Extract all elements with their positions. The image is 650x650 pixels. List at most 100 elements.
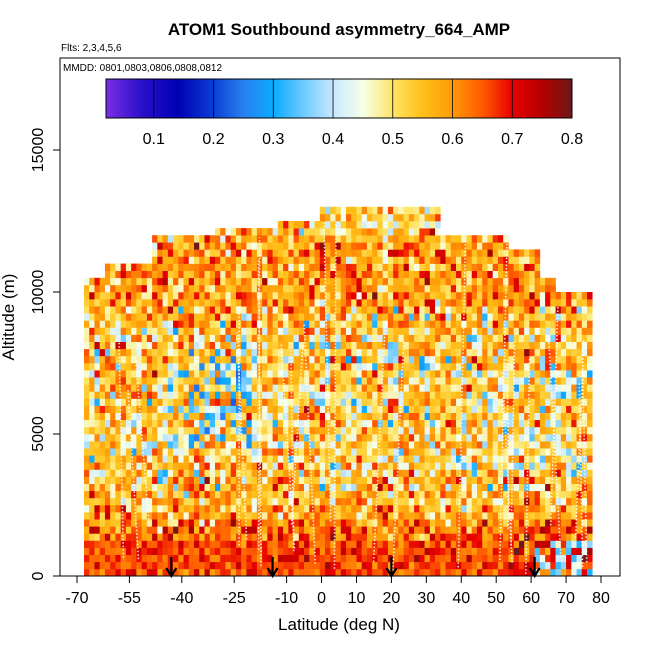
heatmap-cell	[372, 434, 378, 442]
heatmap-cell	[246, 554, 252, 563]
heatmap-cell	[435, 426, 441, 435]
heatmap-cell	[131, 377, 137, 385]
heatmap-cell	[393, 547, 399, 555]
heatmap-cell	[550, 540, 556, 548]
heatmap-cell	[183, 419, 190, 428]
heatmap-cell	[587, 490, 593, 499]
heatmap-cell	[199, 505, 205, 513]
heatmap-cell	[482, 313, 488, 321]
heatmap-cell	[345, 412, 352, 421]
heatmap-cell	[314, 426, 321, 435]
heatmap-cell	[340, 391, 347, 399]
heatmap-cell	[445, 355, 452, 364]
heatmap-cell	[136, 391, 142, 399]
heatmap-cell	[314, 277, 321, 286]
heatmap-cell	[351, 341, 357, 350]
heatmap-cell	[94, 277, 101, 286]
heatmap-cell	[408, 313, 415, 321]
heatmap-cell	[241, 348, 247, 357]
heatmap-cell	[366, 355, 373, 364]
heatmap-cell	[283, 554, 289, 563]
heatmap-cell	[545, 355, 551, 364]
heatmap-cell	[529, 426, 535, 435]
heatmap-cell	[146, 405, 153, 413]
heatmap-cell	[330, 398, 336, 406]
heatmap-cell	[571, 462, 577, 470]
heatmap-cell	[387, 263, 394, 271]
heatmap-cell	[230, 299, 237, 307]
heatmap-cell	[366, 568, 373, 576]
heatmap-cell	[571, 483, 577, 492]
heatmap-cell	[288, 483, 294, 492]
heatmap-cell	[408, 277, 415, 286]
colorbar-tick-label: 0.2	[202, 131, 224, 148]
heatmap-cell	[492, 334, 499, 342]
heatmap-cell	[330, 568, 336, 576]
heatmap-cell	[267, 249, 273, 257]
heatmap-cell	[398, 235, 404, 243]
heatmap-cell	[298, 448, 305, 456]
heatmap-cell	[288, 512, 294, 520]
heatmap-cell	[382, 405, 389, 413]
heatmap-cell	[225, 412, 232, 421]
heatmap-cell	[120, 561, 127, 570]
heatmap-cell	[120, 426, 127, 435]
heatmap-cell	[550, 554, 556, 563]
heatmap-cell	[293, 334, 300, 342]
heatmap-cell	[173, 242, 179, 250]
heatmap-cell	[351, 284, 357, 293]
heatmap-cell	[424, 206, 431, 215]
heatmap-cell	[167, 377, 174, 385]
heatmap-cell	[277, 519, 284, 527]
heatmap-cell	[435, 533, 441, 541]
heatmap-cell	[125, 483, 132, 492]
heatmap-cell	[581, 412, 588, 421]
heatmap-cell	[262, 426, 268, 435]
heatmap-cell	[419, 277, 425, 286]
heatmap-cell	[361, 363, 368, 371]
heatmap-cell	[83, 412, 90, 421]
heatmap-cell	[89, 490, 95, 499]
heatmap-cell	[445, 455, 452, 463]
heatmap-cell	[377, 221, 383, 229]
heatmap-cell	[492, 434, 499, 442]
heatmap-cell	[188, 334, 195, 342]
heatmap-cell	[419, 497, 425, 506]
heatmap-cell	[398, 512, 404, 520]
heatmap-cell	[262, 348, 268, 357]
heatmap-cell	[99, 412, 106, 421]
heatmap-cell	[419, 370, 425, 378]
heatmap-cell	[314, 441, 321, 449]
heatmap-cell	[408, 462, 415, 470]
heatmap-cell	[83, 441, 90, 449]
heatmap-cell	[199, 306, 205, 314]
heatmap-cell	[335, 334, 342, 342]
heatmap-cell	[110, 412, 116, 421]
heatmap-cell	[330, 512, 336, 520]
heatmap-cell	[377, 391, 383, 399]
heatmap-cell	[482, 270, 488, 279]
heatmap-cell	[162, 341, 169, 350]
heatmap-cell	[319, 419, 326, 428]
heatmap-cell	[309, 235, 315, 243]
heatmap-cell	[492, 277, 499, 286]
heatmap-cell	[220, 284, 226, 293]
heatmap-cell	[183, 263, 190, 271]
heatmap-cell	[497, 370, 504, 378]
heatmap-cell	[476, 490, 483, 499]
heatmap-cell	[377, 547, 383, 555]
heatmap-cell	[398, 249, 404, 257]
heatmap-cell	[429, 448, 436, 456]
heatmap-cell	[471, 512, 478, 520]
heatmap-cell	[256, 235, 263, 243]
heatmap-cell	[345, 568, 352, 576]
heatmap-cell	[267, 355, 273, 364]
heatmap-cell	[403, 206, 410, 215]
heatmap-cell	[125, 441, 132, 449]
heatmap-cell	[351, 235, 357, 243]
heatmap-cell	[272, 299, 279, 307]
heatmap-cell	[241, 455, 247, 463]
heatmap-cell	[319, 469, 326, 477]
heatmap-cell	[293, 242, 300, 250]
heatmap-cell	[372, 384, 378, 392]
